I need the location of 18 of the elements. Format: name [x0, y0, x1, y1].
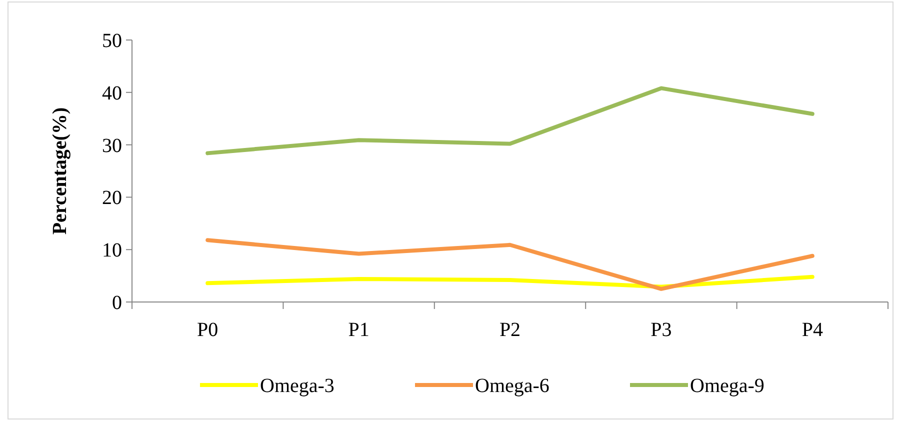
x-tick-label: P3: [650, 319, 672, 341]
legend-label: Omega-6: [475, 375, 550, 397]
x-tick-label: P1: [348, 319, 370, 341]
y-tick-label: 10: [102, 240, 122, 262]
y-tick-label: 50: [102, 30, 122, 52]
y-axis-title: Percentage(%): [49, 107, 71, 235]
y-tick-label: 20: [102, 187, 122, 210]
y-tick-label: 40: [102, 82, 122, 104]
line-series: [206, 238, 814, 291]
legend-label: Omega-9: [690, 375, 764, 397]
x-tick-label: P4: [802, 319, 823, 341]
x-tick-label: P0: [197, 319, 218, 341]
line-series: [206, 274, 814, 289]
legend-label: Omega-3: [260, 375, 334, 397]
line-series: [206, 86, 814, 156]
x-tick-label: P2: [499, 319, 521, 341]
y-tick-label: 0: [112, 292, 122, 314]
y-tick-label: 30: [102, 134, 122, 157]
